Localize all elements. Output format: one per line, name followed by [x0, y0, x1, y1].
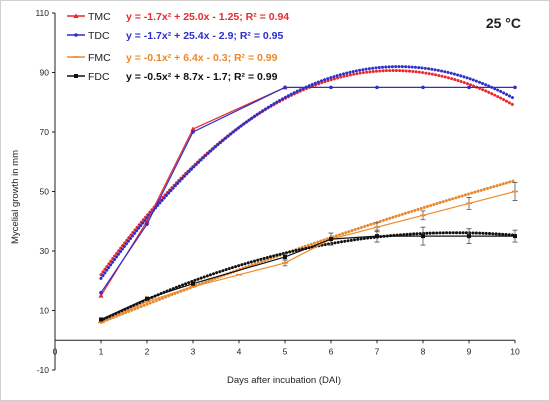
data-point [282, 262, 288, 264]
x-tick-label: 10 [510, 346, 520, 356]
y-tick-label: 110 [35, 8, 49, 18]
legend-item-tdc: TDC y = -1.7x² + 25.4x - 2.9; R² = 0.95 [67, 30, 283, 42]
x-ticks: 0 1 2 3 4 5 6 7 8 9 10 [53, 340, 520, 356]
data-point [421, 234, 425, 239]
data-point [420, 214, 426, 217]
legend-label: TDC [88, 30, 110, 42]
trendline-equation: y = -1.7x² + 25.4x - 2.9; R² = 0.95 [126, 30, 283, 42]
legend-label: FDC [88, 71, 110, 83]
x-tick-label: 3 [191, 346, 196, 356]
legend-marker [73, 56, 79, 58]
data-point [98, 321, 104, 324]
x-tick-label: 6 [329, 346, 334, 356]
data-point [374, 226, 380, 228]
data-point [421, 85, 425, 90]
x-tick-label: 4 [237, 346, 242, 356]
series-line [100, 235, 515, 320]
data-point [236, 274, 242, 276]
data-point [513, 85, 517, 90]
x-axis-title: Days after incubation (DAI) [227, 375, 341, 386]
x-tick-label: 9 [467, 346, 472, 356]
x-tick-label: 1 [99, 346, 104, 356]
data-point [466, 202, 472, 205]
data-point [513, 234, 517, 239]
data-point [145, 222, 149, 227]
data-point [99, 290, 103, 295]
y-tick-label: 90 [40, 68, 50, 78]
legend-label: FMC [88, 52, 111, 64]
data-point [145, 296, 149, 301]
data-point [191, 281, 195, 286]
temperature-annotation: 25 °C [486, 15, 521, 31]
data-point [467, 234, 471, 239]
data-point [283, 254, 287, 259]
x-tick-label: 5 [283, 346, 288, 356]
data-point [99, 317, 103, 322]
trendline-equation: y = -0.1x² + 6.4x - 0.3; R² = 0.99 [126, 52, 278, 64]
data-point [375, 234, 379, 239]
data-point [512, 190, 518, 193]
trendline-fmc [99, 178, 517, 324]
data-point [467, 85, 471, 90]
y-tick-label: 10 [40, 306, 50, 316]
series-fdc [99, 226, 518, 322]
axes [54, 13, 515, 370]
legend: TMC y = -1.7x² + 25.0x - 1.25; R² = 0.94T… [67, 11, 289, 83]
x-tick-label: 2 [145, 346, 150, 356]
series-layer [98, 84, 518, 324]
data-point [98, 293, 104, 298]
legend-item-fdc: FDC y = -0.5x² + 8.7x - 1.7; R² = 0.99 [67, 71, 278, 83]
data-point [144, 300, 150, 303]
legend-marker [74, 74, 78, 78]
x-tick-label: 0 [53, 346, 58, 356]
legend-marker [74, 33, 78, 37]
legend-label: TMC [88, 11, 111, 23]
data-point [375, 85, 379, 90]
y-tick-label: 30 [40, 246, 50, 256]
trendline-tdc [99, 65, 517, 280]
series-tmc [98, 84, 288, 298]
x-tick-label: 8 [421, 346, 426, 356]
data-point [191, 130, 195, 134]
data-point [329, 85, 333, 90]
data-point [283, 85, 287, 90]
trendline-equation: y = -0.5x² + 8.7x - 1.7; R² = 0.99 [126, 71, 278, 83]
legend-item-tmc: TMC y = -1.7x² + 25.0x - 1.25; R² = 0.94 [67, 11, 289, 23]
y-axis-title: Mycelial growth in mm [10, 150, 21, 244]
data-point [329, 237, 333, 242]
legend-marker [73, 13, 79, 18]
y-ticks: -10 10 30 50 70 90 110 [35, 8, 55, 375]
legend-item-fmc: FMC y = -0.1x² + 6.4x - 0.3; R² = 0.99 [67, 52, 278, 64]
trendline-equation: y = -1.7x² + 25.0x - 1.25; R² = 0.94 [126, 11, 289, 23]
data-point [190, 126, 196, 132]
trendlines [99, 65, 517, 324]
y-tick-label: 50 [40, 187, 50, 197]
data-point [190, 285, 196, 288]
series-line [100, 190, 516, 323]
y-tick-label: -10 [37, 365, 50, 375]
series-tdc [99, 85, 517, 295]
y-tick-label: 70 [40, 127, 50, 137]
x-tick-label: 7 [375, 346, 380, 356]
